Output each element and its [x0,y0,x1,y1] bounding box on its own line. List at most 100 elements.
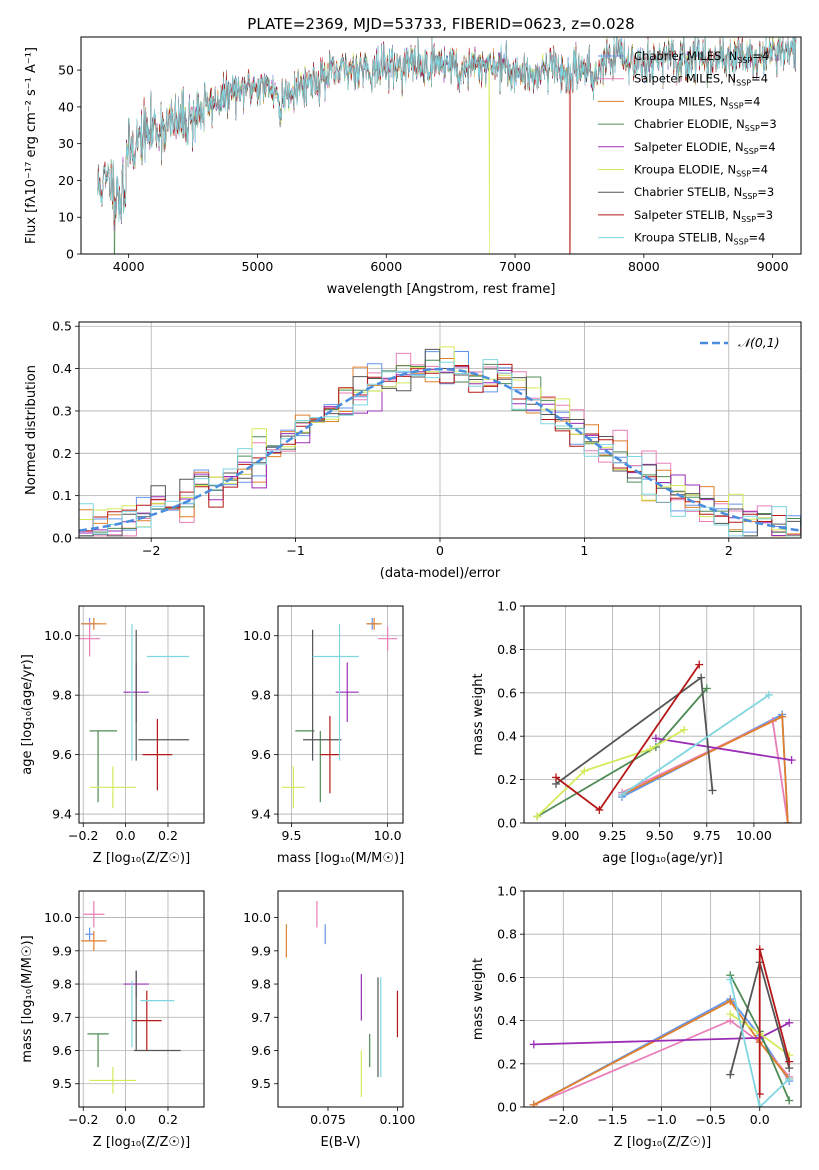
age-vs-mass-xtick-label: 9.5 [282,828,302,843]
weight-vs-age-plot-area [533,660,796,823]
weight-vs-Z-marker [755,945,764,954]
age-vs-Z-axes [79,606,204,823]
legend-nssp: =4 [759,140,776,154]
age-vs-mass-spines [277,605,404,824]
weight-vs-age-series-salpeter-miles [617,717,792,823]
weight-vs-age-xtick-label: 9.50 [646,828,674,843]
legend-nssp: =3 [757,185,774,199]
age-vs-Z-errorbar-kroupa-elodie [89,766,137,809]
weight-vs-Z-ytick-label: 0.4 [497,1013,517,1028]
age-vs-Z-plot-area [79,617,190,809]
spectrum-ytick-label: 30 [58,136,74,151]
legend-subscript: SSP [736,170,751,179]
weight-vs-Z-marker [726,997,735,1006]
weight-vs-age-ytick-label: 0.2 [497,772,517,787]
weight-vs-age-line [621,694,770,796]
mass-vs-Z-errorbar-kroupa-miles [81,930,107,951]
age-vs-Z-ylabel: age [log₁₀(age/yr)] [20,654,35,775]
legend-subscript: SSP [737,56,752,65]
weight-vs-Z-plot-area [529,945,794,1107]
weight-vs-age-series-chabrier-miles [617,710,792,823]
mass-vs-Z-errorbar-salpeter-miles [83,900,105,928]
weight-vs-age-xtick-label: 9.75 [693,828,721,843]
residuals-ylabel: Normed distribution [24,365,39,495]
spectrum-ytick-label: 20 [58,173,74,188]
age-vs-mass-ytick-label: 9.8 [251,688,271,703]
spectrum-ytick-label: 50 [58,63,74,78]
weight-vs-age-ylabel: mass weight [471,673,486,755]
weight-vs-age-line [555,675,714,791]
weight-vs-age-marker [552,773,561,782]
spectrum-xlabel: wavelength [Angstrom, rest frame] [327,282,556,297]
weight-vs-age-marker [680,725,689,734]
mass-vs-Z-xlabel: Z [log₁₀(Z/Z☉)] [93,1135,190,1150]
weight-vs-Z-ytick-label: 0.8 [497,927,517,942]
age-vs-mass-errorbar-salpeter-miles [378,626,398,651]
weight-vs-age-marker [702,684,711,693]
weight-vs-Z-xtick-label: −1.0 [646,1112,676,1127]
legend-subscript: SSP [741,215,756,224]
mass-vs-EBV-ytick-label: 10.0 [243,910,271,925]
spectrum-xtick-label: 9000 [757,259,789,274]
mass-vs-Z-errorbar-kroupa-elodie [89,1067,137,1094]
legend-label-salpeter-stelib: Salpeter STELIB, NSSP=3 [634,208,773,224]
mass-vs-Z-xtick-label: 0.0 [116,1112,136,1127]
age-vs-mass-ytick-label: 9.6 [251,747,271,762]
residuals-xtick-label: 1 [580,543,588,558]
mass-vs-EBV-ytick-label: 9.7 [251,1010,271,1025]
legend-nssp: =4 [744,94,761,108]
legend-label-salpeter-miles: Salpeter MILES, NSSP=4 [634,72,768,88]
weight-vs-age-series-kroupa-miles [617,712,792,823]
mass-vs-EBV-plot-area [285,900,399,1098]
mass-vs-Z-axes [79,891,204,1107]
histogram-step-chabrier-stelib [79,348,801,537]
weight-vs-Z-xtick-label: −0.5 [695,1112,725,1127]
weight-vs-age-ytick-label: 0.6 [497,685,517,700]
weight-vs-age-marker [708,786,717,795]
weight-vs-Z-marker [726,1070,735,1079]
weight-vs-age-xtick-label: 9.25 [599,828,627,843]
legend-label-chabrier-miles: Chabrier MILES, NSSP=4 [634,49,769,65]
spectrum-xtick-label: 7000 [499,259,531,274]
mass-vs-EBV-ytick-label: 9.9 [251,943,271,958]
weight-vs-age-ytick-label: 1.0 [497,599,517,614]
legend-nssp: =3 [760,117,777,131]
spectrum-xtick-label: 5000 [242,259,274,274]
spectrum-ylabel: Flux [fλ10⁻¹⁷ erg cm⁻² s⁻¹ A⁻¹] [24,47,39,244]
normal-reference-curve [79,367,801,532]
spectrum-frame: 4000 5000 6000 7000 8000 9000 0 10 20 30 40 50 wavel… [24,15,802,297]
residuals-ytick-label: 0.0 [52,531,72,546]
weight-vs-age-ytick-label: 0.4 [497,729,517,744]
residuals-xtick-label: −1 [286,543,304,558]
age-vs-mass-errorbar-kroupa-elodie [281,766,305,809]
residuals-ytick-label: 0.4 [52,361,72,376]
spectrum-xtick-label: 4000 [113,259,145,274]
weight-vs-Z-xtick-label: 0.0 [750,1112,770,1127]
weight-vs-age-marker [697,673,706,682]
age-vs-mass-xlabel: mass [log₁₀(M/M☉)] [277,851,404,866]
legend-subscript: SSP [736,79,751,88]
age-vs-mass-ytick-label: 10.0 [243,628,271,643]
weight-vs-Z-ytick-label: 0.6 [497,970,517,985]
weight-vs-Z-ytick-label: 0.2 [497,1056,517,1071]
mass-vs-Z-errorbar-chabrier-miles [85,927,94,941]
weight-vs-age-series-kroupa-elodie [533,725,689,821]
residuals-ytick-label: 0.3 [52,403,72,418]
age-vs-Z-spines [78,605,205,824]
weight-vs-Z-spines [523,890,802,1108]
weight-vs-age-series-kroupa-stelib [617,690,773,799]
weight-vs-age-marker [533,812,542,821]
weight-vs-age-marker [778,712,787,721]
age-vs-mass-xtick-label: 10.0 [374,828,402,843]
mass-vs-EBV-ytick-label: 9.5 [251,1076,271,1091]
age-vs-Z-xtick-label: −0.2 [68,828,98,843]
legend-subscript: SSP [734,238,749,247]
age-vs-Z-xlabel: Z [log₁₀(Z/Z☉)] [93,851,190,866]
residuals-xlabel: (data-model)/error [380,566,501,581]
weight-vs-age-line [621,715,789,823]
weight-vs-age-series-salpeter-elodie [651,734,796,765]
legend-label-kroupa-stelib: Kroupa STELIB, NSSP=4 [634,231,765,247]
weight-vs-age-line [621,713,789,823]
weight-vs-Z-marker [529,1100,538,1107]
